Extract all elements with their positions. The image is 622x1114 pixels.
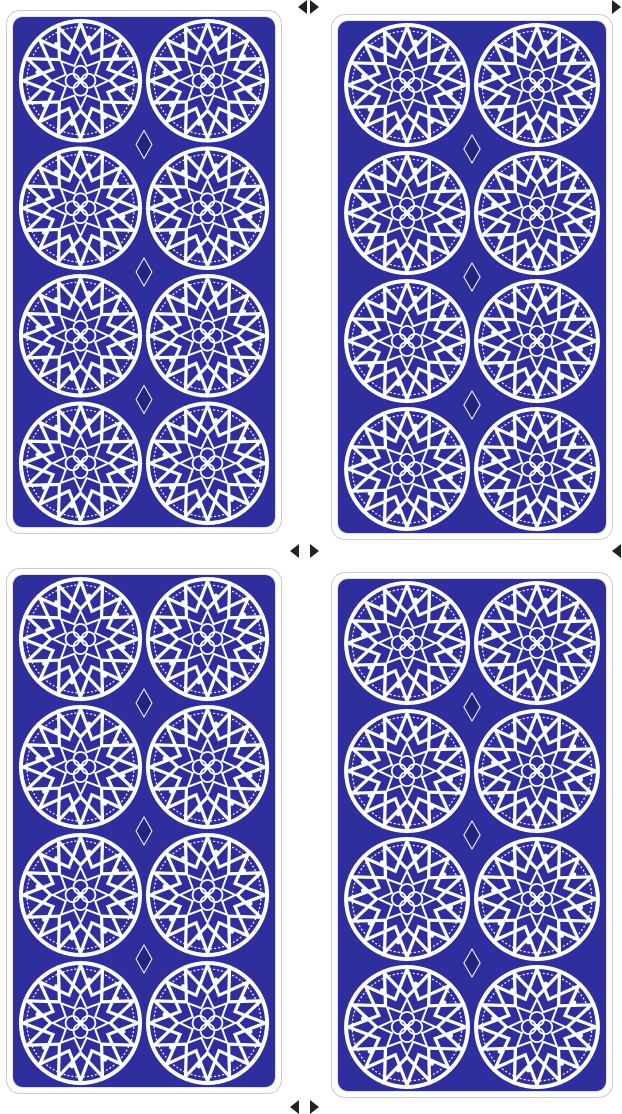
star-rosette-pattern-icon [343,708,471,834]
crop-mark-triangle-icon [290,1100,299,1114]
star-rosette-pattern-icon [473,964,601,1090]
star-rosette-pattern-icon [18,400,143,526]
star-rosette-pattern-icon [343,22,471,148]
star-rosette-pattern-icon [343,406,471,532]
crop-mark-triangle-icon [612,544,621,558]
star-rosette-pattern-icon [473,278,601,404]
star-rosette-pattern-icon [473,406,601,532]
star-rosette-pattern-icon [18,960,143,1086]
star-rosette-pattern-icon [18,576,143,702]
crop-mark-triangle-icon [310,1100,319,1114]
star-rosette-pattern-icon [473,836,601,962]
crop-mark-triangle-icon [290,544,299,558]
star-rosette-pattern-icon [18,18,143,144]
card-back-bottom-left[interactable] [6,568,282,1094]
crop-mark-triangle-icon [612,0,621,14]
star-rosette-pattern-icon [145,145,270,271]
star-rosette-pattern-icon [473,150,601,276]
star-rosette-pattern-icon [18,704,143,830]
crop-mark-triangle-icon [310,544,319,558]
star-rosette-pattern-icon [145,960,270,1086]
card-back-pattern [12,16,276,528]
star-rosette-pattern-icon [145,400,270,526]
star-rosette-pattern-icon [473,22,601,148]
star-rosette-pattern-icon [18,273,143,399]
star-rosette-pattern-icon [343,836,471,962]
star-rosette-pattern-icon [145,273,270,399]
card-back-top-left[interactable] [6,10,282,534]
star-rosette-pattern-icon [145,832,270,958]
star-rosette-pattern-icon [145,704,270,830]
star-rosette-pattern-icon [473,580,601,706]
star-rosette-pattern-icon [145,18,270,144]
crop-mark-triangle-icon [310,0,319,14]
star-rosette-pattern-icon [18,832,143,958]
star-rosette-pattern-icon [343,278,471,404]
star-rosette-pattern-icon [473,708,601,834]
card-back-pattern [12,574,276,1088]
card-back-pattern [337,578,607,1092]
card-back-top-right[interactable] [331,14,613,540]
star-rosette-pattern-icon [145,576,270,702]
star-rosette-pattern-icon [343,150,471,276]
star-rosette-pattern-icon [343,580,471,706]
star-rosette-pattern-icon [18,145,143,271]
card-back-pattern [337,20,607,534]
crop-mark-triangle-icon [298,0,307,14]
star-rosette-pattern-icon [343,964,471,1090]
card-back-bottom-right[interactable] [331,572,613,1098]
